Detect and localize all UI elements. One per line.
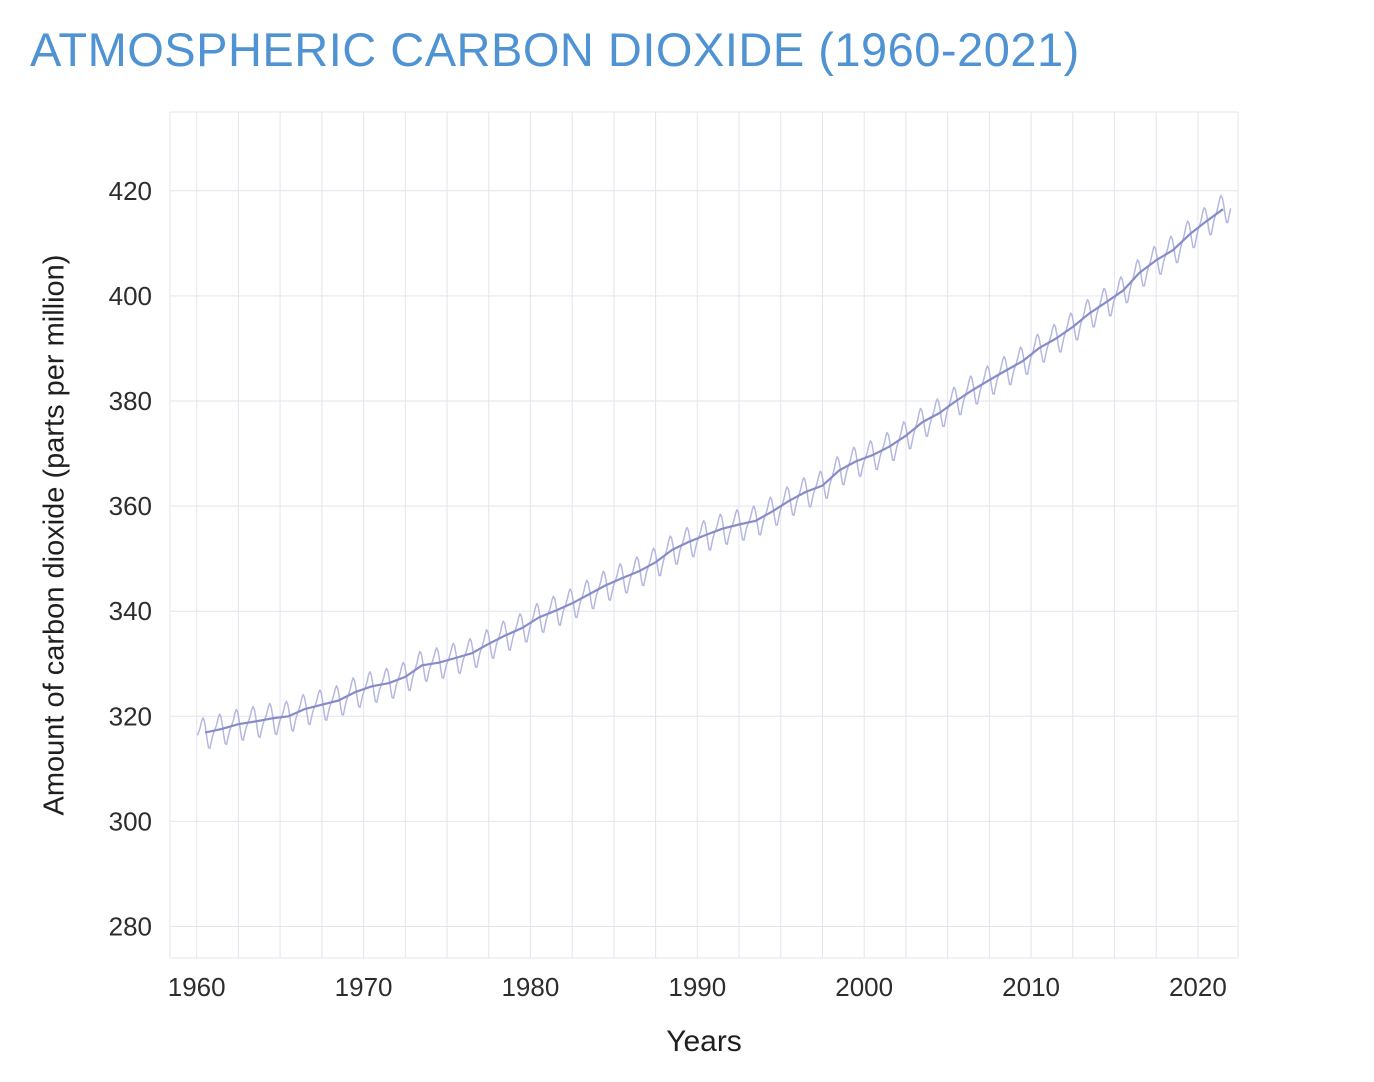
y-tick-label: 320 xyxy=(109,701,152,731)
y-tick-label: 360 xyxy=(109,491,152,521)
x-axis-label: Years xyxy=(666,1025,742,1058)
seasonal-co2-line xyxy=(196,194,1232,750)
x-tick-label: 1970 xyxy=(335,972,393,1002)
y-tick-label: 400 xyxy=(109,281,152,311)
y-tick-label: 280 xyxy=(109,912,152,942)
x-tick-label: 2010 xyxy=(1002,972,1060,1002)
x-tick-label: 2000 xyxy=(835,972,893,1002)
x-tick-label: 1960 xyxy=(168,972,226,1002)
trend-co2-line xyxy=(204,208,1224,734)
chart-title: ATMOSPHERIC CARBON DIOXIDE (1960-2021) xyxy=(30,23,1080,76)
x-tick-label: 1990 xyxy=(668,972,726,1002)
y-tick-label: 420 xyxy=(109,176,152,206)
x-tick-label: 2020 xyxy=(1169,972,1227,1002)
co2-line-chart: 280 300 320 340 360 380 400 420 1960 1970 1980 1990… xyxy=(109,111,1239,1002)
y-tick-label: 380 xyxy=(109,386,152,416)
y-tick-label: 300 xyxy=(109,806,152,836)
y-tick-label: 340 xyxy=(109,596,152,626)
plot-border xyxy=(169,111,1239,959)
x-tick-label: 1980 xyxy=(501,972,559,1002)
